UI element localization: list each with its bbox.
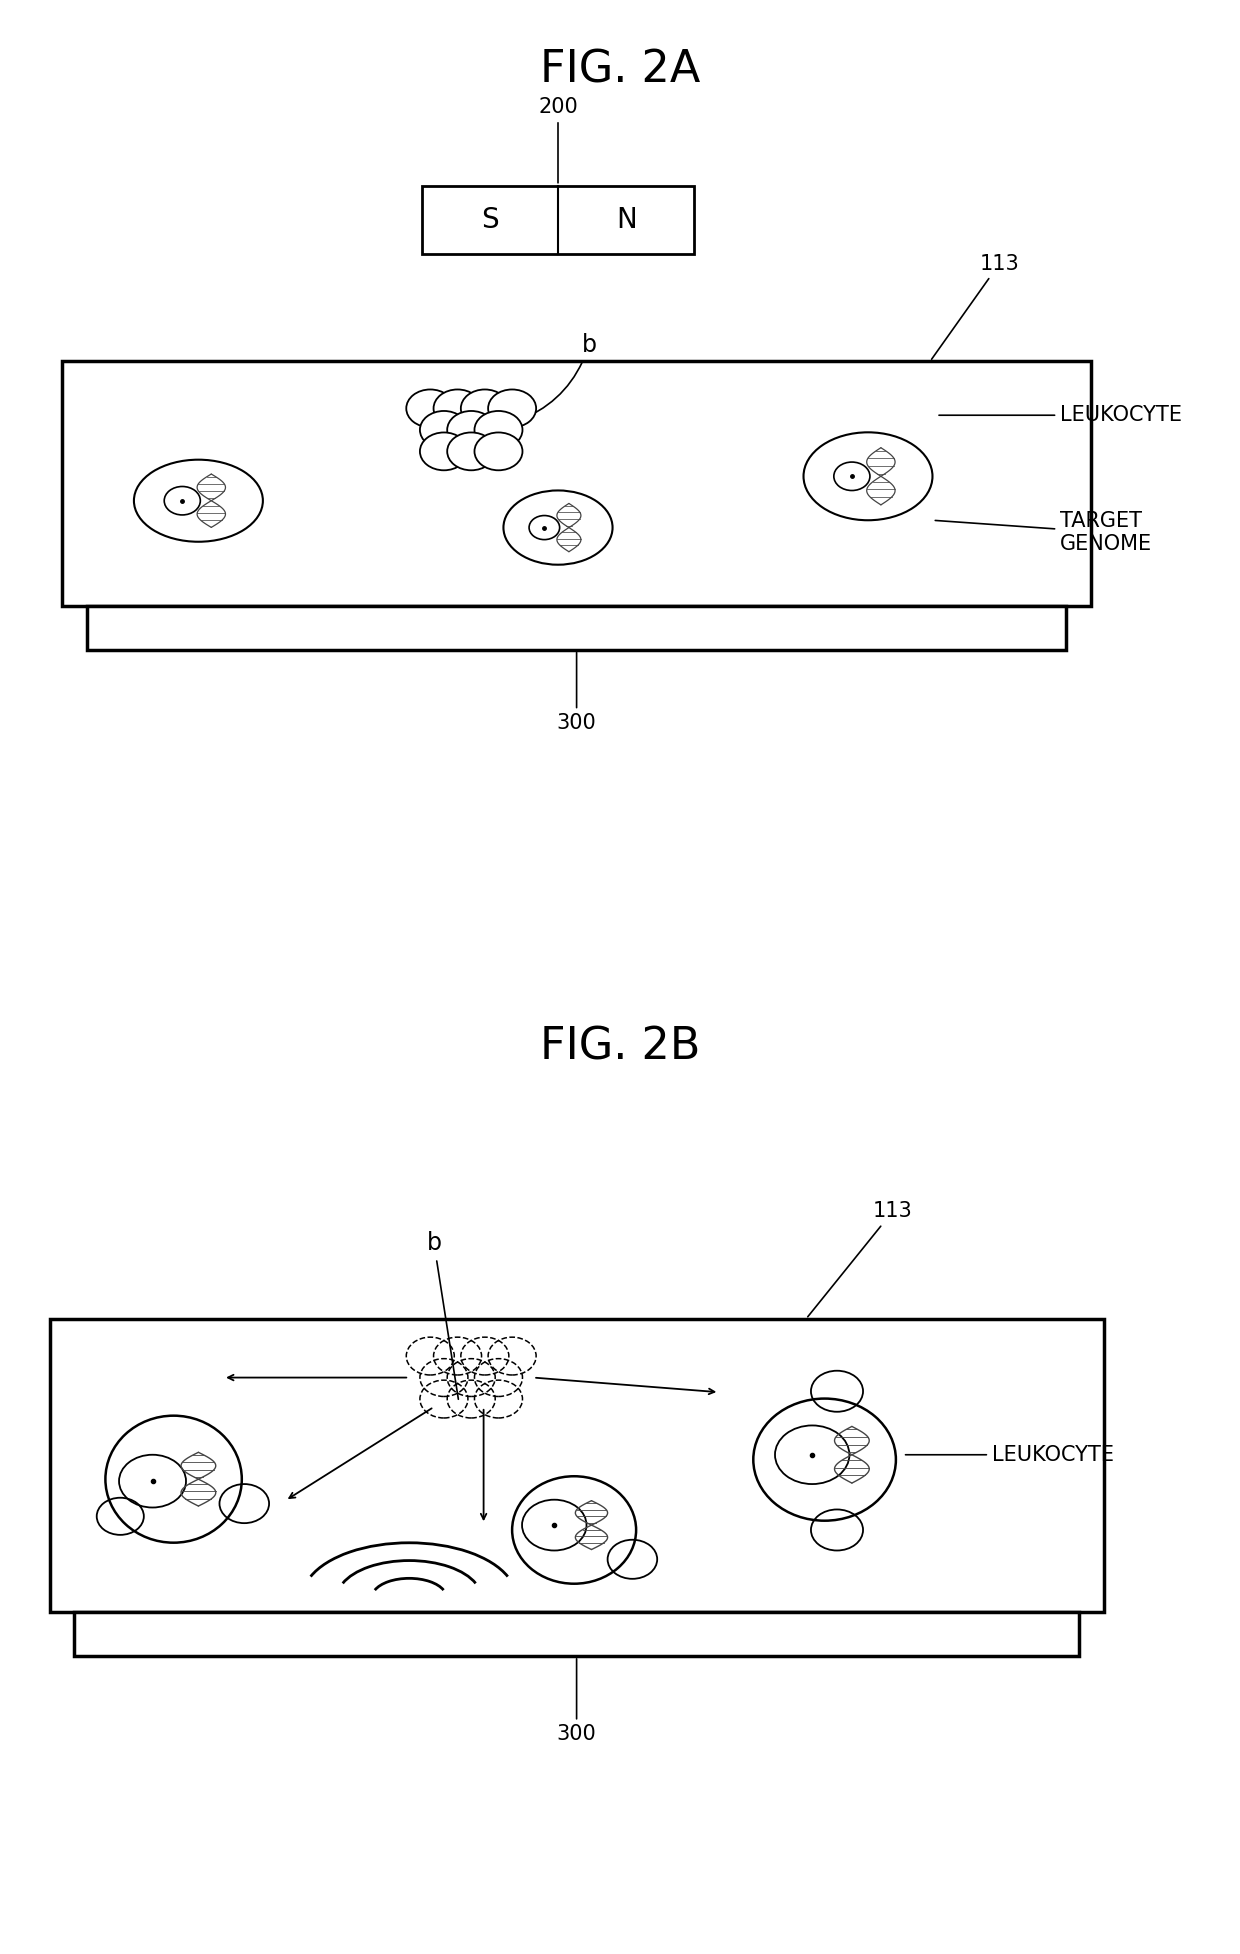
Bar — [50, 1319, 1104, 1612]
Bar — [422, 186, 694, 254]
Text: b: b — [427, 1231, 459, 1399]
Circle shape — [475, 432, 522, 471]
Circle shape — [420, 410, 467, 449]
Circle shape — [448, 410, 495, 449]
Text: b: b — [517, 332, 596, 422]
Circle shape — [461, 389, 508, 428]
Text: 300: 300 — [557, 1659, 596, 1745]
Text: TARGET
GENOME: TARGET GENOME — [935, 510, 1152, 555]
Text: FIG. 2B: FIG. 2B — [539, 1026, 701, 1069]
Circle shape — [489, 389, 536, 428]
Circle shape — [420, 432, 467, 471]
Bar — [62, 361, 1091, 606]
Text: FIG. 2A: FIG. 2A — [539, 49, 701, 92]
Text: LEUKOCYTE: LEUKOCYTE — [939, 404, 1182, 426]
Circle shape — [448, 432, 495, 471]
Text: N: N — [616, 205, 636, 234]
Text: 113: 113 — [807, 1202, 913, 1317]
Text: S: S — [481, 205, 498, 234]
Text: 200: 200 — [538, 98, 578, 184]
Circle shape — [475, 410, 522, 449]
Text: 113: 113 — [931, 254, 1019, 360]
Text: LEUKOCYTE: LEUKOCYTE — [905, 1444, 1114, 1466]
Circle shape — [407, 389, 454, 428]
Bar — [87, 606, 1066, 649]
Bar — [74, 1612, 1079, 1657]
Text: 300: 300 — [557, 653, 596, 733]
Circle shape — [434, 389, 481, 428]
